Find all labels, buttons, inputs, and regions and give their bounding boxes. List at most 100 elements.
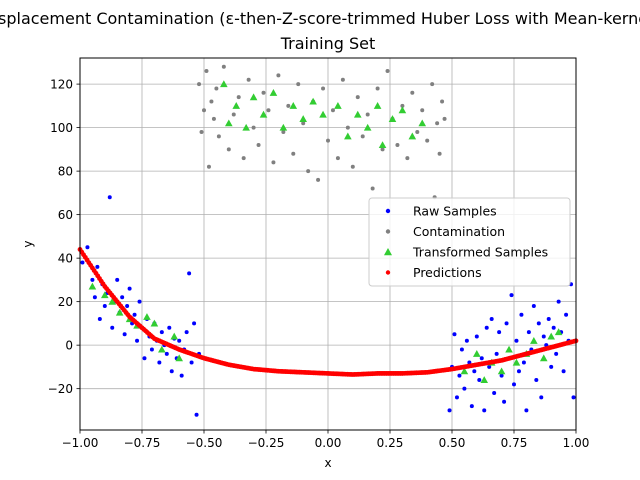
- contamination-point: [246, 77, 251, 82]
- transformed-samples-point: [269, 89, 278, 96]
- raw-samples-point: [561, 369, 566, 374]
- x-tick-label: 1.00: [563, 436, 590, 450]
- legend-label-contamination: Contamination: [413, 224, 505, 239]
- transformed-samples-point: [108, 297, 117, 305]
- contamination-point: [442, 116, 447, 121]
- x-tick-label: 0.00: [315, 436, 342, 450]
- contamination-point: [199, 129, 204, 134]
- chart-subtitle: Training Set: [280, 34, 376, 53]
- x-tick-label: −0.50: [186, 436, 223, 450]
- legend-frame: [368, 197, 571, 287]
- raw-samples-point: [90, 277, 95, 282]
- raw-samples-point: [502, 399, 507, 404]
- transformed-samples-point: [512, 358, 521, 366]
- contamination-point: [286, 103, 291, 108]
- raw-samples-point: [497, 330, 502, 335]
- contamination-point: [296, 82, 301, 87]
- contamination-point: [251, 125, 256, 130]
- legend: Raw Samples Contamination Transformed Samp…: [368, 197, 571, 287]
- transformed-samples-point: [378, 141, 387, 149]
- contamination-point: [261, 90, 266, 95]
- raw-samples-point: [447, 408, 452, 413]
- raw-samples-point: [459, 347, 464, 352]
- raw-samples-point: [487, 364, 492, 369]
- transformed-samples-point: [242, 123, 250, 131]
- contamination-point: [375, 86, 380, 91]
- legend-marker-raw-samples: [385, 208, 391, 214]
- transformed-samples-point: [309, 97, 317, 105]
- raw-samples-point: [499, 373, 504, 378]
- legend-marker-predictions: [385, 270, 391, 275]
- contamination-point: [266, 108, 271, 113]
- raw-samples-point: [142, 356, 147, 361]
- contamination-point: [400, 103, 405, 108]
- contamination-point: [271, 160, 276, 165]
- raw-samples-point: [164, 351, 169, 356]
- transformed-samples-point: [232, 102, 241, 109]
- raw-samples-point: [546, 317, 551, 322]
- y-tick-label: 100: [50, 121, 73, 135]
- transformed-samples-point: [530, 337, 538, 344]
- x-tick-label: −0.25: [248, 436, 285, 450]
- transformed-samples-point: [299, 115, 307, 122]
- transformed-samples-point: [279, 123, 288, 131]
- contamination-point: [209, 99, 214, 104]
- raw-samples-point: [169, 369, 174, 374]
- transformed-samples-point: [225, 119, 233, 127]
- raw-samples-point: [492, 391, 497, 396]
- raw-samples-point: [534, 377, 539, 382]
- transformed-samples-point: [497, 367, 506, 375]
- contamination-point: [340, 77, 345, 82]
- contamination-point: [440, 99, 445, 104]
- raw-samples-point: [556, 299, 561, 304]
- transformed-samples-point: [319, 110, 327, 118]
- contamination-point: [214, 86, 219, 91]
- x-tick-label: 0.25: [377, 436, 404, 450]
- contamination-point: [420, 108, 425, 113]
- contamination-point: [202, 108, 206, 113]
- y-tick-label: 120: [50, 78, 73, 92]
- raw-samples-point: [484, 325, 489, 330]
- raw-samples-point: [167, 325, 172, 330]
- raw-samples-point: [464, 338, 469, 343]
- transformed-samples-point: [418, 119, 427, 127]
- raw-samples-point: [187, 271, 192, 276]
- raw-samples-point: [564, 312, 569, 317]
- transformed-samples-point: [101, 291, 109, 299]
- y-tick-label: −20: [48, 382, 73, 396]
- raw-samples-point: [531, 304, 536, 308]
- raw-samples-point: [514, 338, 519, 343]
- transformed-samples-point: [170, 332, 179, 340]
- raw-samples-point: [80, 260, 85, 265]
- contamination-point: [345, 125, 350, 130]
- raw-samples-point: [107, 195, 112, 200]
- contamination-point: [197, 82, 202, 87]
- raw-samples-point: [110, 325, 115, 330]
- raw-samples-point: [472, 369, 477, 374]
- contamination-point: [355, 95, 360, 100]
- raw-samples-point: [489, 317, 494, 322]
- raw-samples-point: [92, 295, 97, 300]
- contamination-point: [241, 156, 246, 161]
- raw-samples-point: [122, 332, 127, 337]
- raw-samples-point: [539, 395, 544, 400]
- contamination-point: [326, 138, 330, 143]
- raw-samples-point: [177, 338, 182, 343]
- series-predictions: [77, 247, 579, 377]
- raw-samples-point: [462, 386, 467, 391]
- contamination-point: [385, 69, 390, 74]
- raw-samples-point: [541, 334, 546, 339]
- raw-samples-point: [479, 356, 484, 361]
- raw-samples-point: [482, 408, 487, 413]
- contamination-point: [360, 134, 365, 139]
- legend-label-transformed-samples: Transformed Samples: [412, 245, 548, 260]
- contamination-point: [306, 169, 311, 174]
- y-axis-label: y: [21, 240, 35, 247]
- contamination-point: [395, 143, 400, 148]
- y-tick-label: 60: [58, 208, 73, 222]
- contamination-point: [221, 64, 226, 69]
- plot-area: [77, 64, 579, 417]
- contamination-point: [430, 82, 435, 87]
- raw-samples-point: [95, 264, 100, 269]
- contamination-point: [321, 86, 326, 91]
